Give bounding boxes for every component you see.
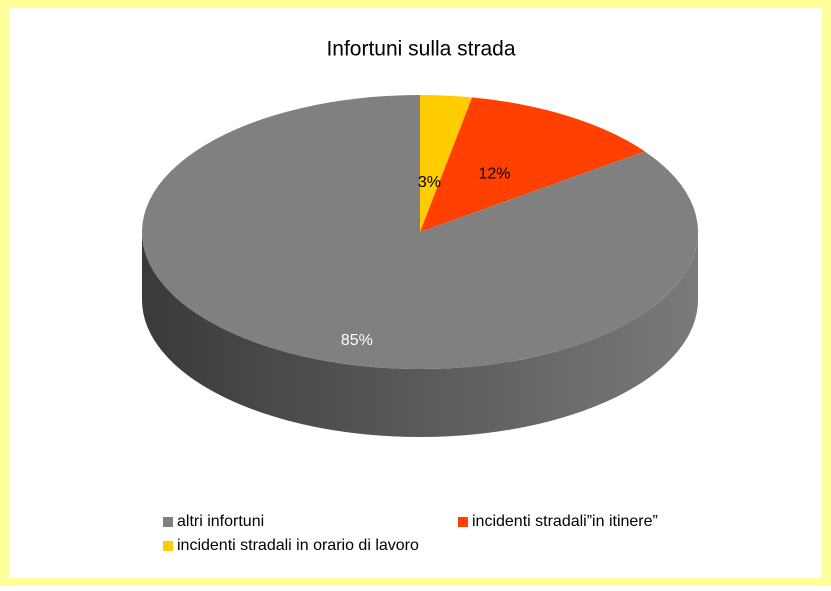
data-label: 3%	[418, 174, 441, 191]
legend-swatch	[458, 517, 468, 527]
chart-title: Infortuni sulla strada	[326, 38, 515, 61]
pie-slice	[420, 95, 473, 232]
pie-slice	[420, 97, 645, 233]
legend-swatch	[163, 541, 173, 551]
pie-side	[142, 232, 698, 437]
legend-label: incidenti stradali”in itinere”	[472, 513, 658, 530]
pie-slice	[142, 95, 698, 370]
legend-label: incidenti stradali in orario di lavoro	[177, 537, 419, 554]
legend-label: altri infortuni	[177, 513, 264, 530]
data-label: 12%	[478, 165, 510, 182]
legend-swatch	[163, 517, 173, 527]
data-label: 85%	[341, 332, 373, 349]
